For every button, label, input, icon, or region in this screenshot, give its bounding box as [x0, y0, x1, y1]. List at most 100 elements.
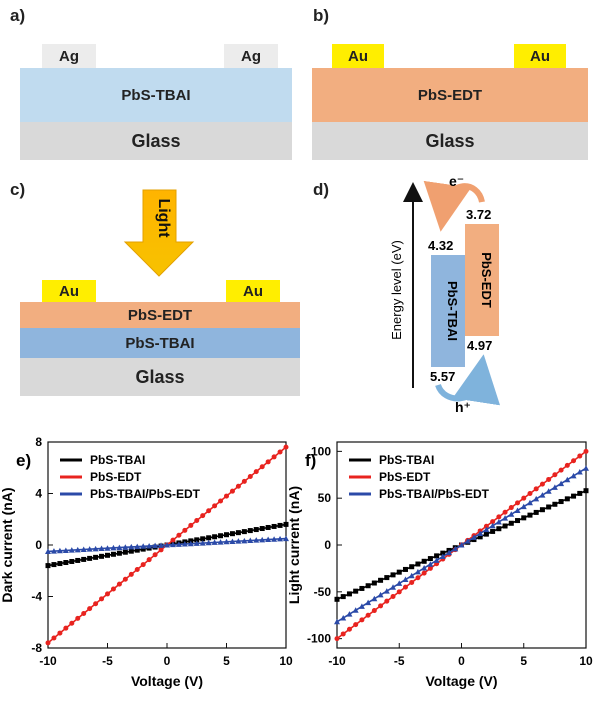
data-point: [176, 532, 182, 538]
data-point: [223, 538, 230, 545]
x-tick-label: 10: [279, 654, 293, 668]
data-point: [74, 546, 81, 553]
data-point: [104, 545, 111, 551]
data-point: [359, 585, 365, 591]
data-point: [199, 540, 206, 546]
data-point: [212, 534, 218, 540]
data-point: [570, 472, 577, 479]
data-point: [128, 543, 135, 550]
data-point: [446, 549, 453, 556]
data-point: [353, 588, 359, 594]
data-point: [334, 636, 340, 642]
edt-top-value: 3.72: [466, 207, 491, 222]
data-point: [146, 542, 153, 549]
data-point: [564, 462, 570, 468]
data-point: [414, 568, 421, 575]
data-point: [552, 472, 558, 478]
data-point: [211, 539, 218, 545]
ag-contact-left: Ag: [42, 44, 96, 68]
data-point: [265, 536, 272, 543]
x-tick-label: 5: [520, 654, 527, 668]
x-tick-label: -5: [394, 654, 405, 668]
data-point: [86, 546, 93, 552]
data-point: [68, 547, 75, 553]
data-point: [551, 484, 558, 490]
data-point: [546, 504, 552, 510]
data-point: [45, 640, 51, 646]
pbs-edt-layer: PbS-EDT: [312, 68, 588, 122]
data-point: [558, 467, 564, 473]
data-point: [69, 558, 75, 564]
y-tick-label: 0: [35, 538, 42, 552]
data-point: [571, 493, 577, 499]
au-contact-right: Au: [226, 280, 280, 302]
data-point: [193, 540, 200, 546]
data-point: [175, 541, 182, 547]
electron-label: e⁻: [449, 173, 464, 189]
data-point: [241, 529, 247, 535]
data-point: [80, 546, 87, 553]
data-point: [253, 527, 259, 533]
data-point: [140, 543, 147, 549]
glass-substrate: Glass: [20, 122, 292, 160]
y-tick-label: -4: [31, 590, 42, 604]
data-point: [477, 534, 483, 540]
data-point: [415, 575, 421, 581]
data-point: [99, 553, 105, 559]
pbs-edt-layer: PbS-EDT: [20, 302, 300, 328]
data-point: [352, 607, 359, 613]
data-point: [390, 594, 396, 599]
hole-transfer-arrow: [435, 354, 501, 406]
data-point: [134, 566, 140, 572]
data-point: [546, 476, 552, 482]
data-point: [194, 518, 200, 524]
data-point: [421, 570, 427, 576]
edt-band: [465, 224, 499, 336]
data-point: [62, 547, 69, 553]
data-point: [45, 548, 51, 554]
data-point: [340, 614, 347, 621]
data-point: [533, 486, 539, 492]
data-point: [383, 588, 390, 594]
au-contact-left: Au: [42, 280, 96, 302]
data-point: [496, 526, 502, 532]
data-point: [358, 603, 365, 609]
data-point: [477, 530, 484, 536]
data-point: [502, 515, 509, 521]
data-point: [421, 565, 428, 571]
data-point: [271, 523, 277, 529]
data-point: [283, 521, 289, 527]
data-point: [63, 560, 69, 566]
data-point: [200, 536, 206, 542]
data-point: [188, 522, 194, 528]
data-point: [558, 480, 565, 487]
data-point: [515, 518, 521, 524]
y-axis-label: Light current (nA): [286, 486, 302, 604]
x-tick-label: 0: [164, 654, 171, 668]
data-point: [539, 507, 545, 513]
data-point: [378, 603, 384, 609]
data-point: [377, 591, 384, 598]
data-point: [496, 514, 502, 520]
data-point: [502, 523, 508, 529]
y-axis-label: Dark current (nA): [0, 487, 15, 602]
data-point: [63, 625, 69, 631]
data-point: [415, 561, 421, 567]
y-tick-label: 8: [35, 435, 42, 449]
data-point: [527, 491, 533, 496]
data-point: [334, 618, 340, 625]
data-point: [128, 571, 134, 577]
data-point: [247, 528, 253, 534]
data-point: [229, 531, 235, 537]
data-point: [421, 558, 427, 564]
data-point: [558, 499, 564, 505]
data-point: [277, 522, 283, 528]
tbai-bottom-value: 5.57: [430, 369, 455, 384]
glass-substrate: Glass: [312, 122, 588, 160]
data-point: [241, 537, 248, 544]
data-point: [402, 584, 408, 590]
pbs-tbai-layer: PbS-TBAI: [20, 68, 292, 122]
data-point: [495, 518, 502, 525]
